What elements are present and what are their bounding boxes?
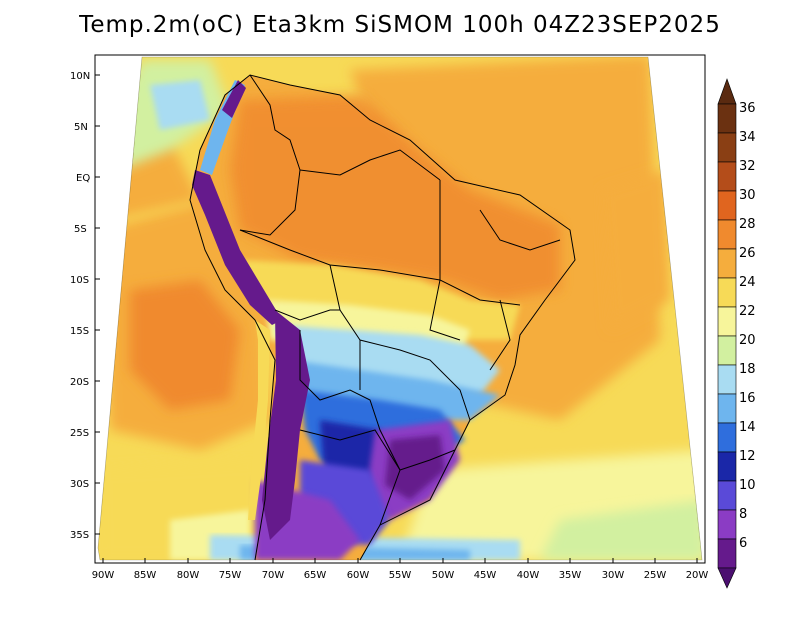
lat-label: 10S bbox=[70, 275, 89, 286]
temperature-field bbox=[98, 57, 702, 560]
lon-label: 85W bbox=[134, 570, 157, 581]
lon-label: 50W bbox=[432, 570, 455, 581]
legend-top-cap bbox=[717, 78, 737, 105]
lon-label: 65W bbox=[304, 570, 327, 581]
lat-label: 30S bbox=[70, 479, 89, 490]
lon-label: 40W bbox=[517, 570, 540, 581]
legend-swatch bbox=[717, 335, 737, 366]
legend-swatch bbox=[717, 277, 737, 308]
legend-label: 16 bbox=[739, 391, 756, 406]
plot-border bbox=[94, 54, 706, 564]
legend-swatch bbox=[717, 219, 737, 250]
lon-label: 35W bbox=[559, 570, 582, 581]
lat-label: 15S bbox=[70, 326, 89, 337]
legend-swatch bbox=[717, 451, 737, 482]
legend-swatch bbox=[717, 161, 737, 192]
lon-label: 70W bbox=[262, 570, 285, 581]
legend-swatch bbox=[717, 248, 737, 279]
legend-label: 14 bbox=[739, 420, 756, 435]
legend-label: 12 bbox=[739, 449, 756, 464]
lon-label: 20W bbox=[686, 570, 709, 581]
lat-label: 25S bbox=[70, 428, 89, 439]
map-title: Temp.2m(oC) Eta3km SiSMOM 100h 04Z23SEP2… bbox=[79, 12, 721, 38]
legend-swatch bbox=[717, 480, 737, 511]
lon-label: 90W bbox=[92, 570, 115, 581]
legend-label: 18 bbox=[739, 362, 756, 377]
legend-label: 36 bbox=[739, 101, 756, 116]
legend-swatch bbox=[717, 538, 737, 569]
legend-label: 22 bbox=[739, 304, 756, 319]
legend-label: 6 bbox=[739, 536, 747, 551]
lon-label: 80W bbox=[177, 570, 200, 581]
lat-label: EQ bbox=[76, 173, 90, 184]
legend-label: 34 bbox=[739, 130, 756, 145]
legend-bottom-cap bbox=[717, 567, 737, 589]
lon-label: 60W bbox=[347, 570, 370, 581]
legend-swatch bbox=[717, 364, 737, 395]
legend-label: 20 bbox=[739, 333, 756, 348]
legend-swatch bbox=[717, 509, 737, 540]
color-legend: 36 34 32 30 28 26 24 22 20 18 16 14 12 10 8 6 bbox=[717, 78, 756, 589]
legend-label: 28 bbox=[739, 217, 756, 232]
legend-swatch bbox=[717, 103, 737, 134]
legend-label: 8 bbox=[739, 507, 747, 522]
lat-label: 5N bbox=[74, 122, 88, 133]
legend-label: 30 bbox=[739, 188, 756, 203]
legend-swatch bbox=[717, 132, 737, 163]
legend-swatch bbox=[717, 422, 737, 453]
legend-label: 10 bbox=[739, 478, 756, 493]
lon-label: 30W bbox=[602, 570, 625, 581]
legend-label: 26 bbox=[739, 246, 756, 261]
legend-label: 24 bbox=[739, 275, 756, 290]
lon-label: 55W bbox=[389, 570, 412, 581]
legend-swatch bbox=[717, 393, 737, 424]
legend-swatch bbox=[717, 190, 737, 221]
lat-label: 20S bbox=[70, 377, 89, 388]
lon-label: 25W bbox=[644, 570, 667, 581]
legend-label: 32 bbox=[739, 159, 756, 174]
lat-label: 5S bbox=[74, 224, 87, 235]
lat-axis: 10N 5N EQ 5S 10S 15S 20S 25S 30S 35S bbox=[70, 71, 90, 541]
legend-swatch bbox=[717, 306, 737, 337]
lat-label: 35S bbox=[70, 530, 89, 541]
boundaries bbox=[189, 74, 576, 561]
lon-axis: 90W 85W 80W 75W 70W 65W 60W 55W 50W 45W … bbox=[92, 570, 709, 581]
lat-label: 10N bbox=[70, 71, 90, 82]
lon-label: 75W bbox=[219, 570, 242, 581]
lon-label: 45W bbox=[474, 570, 497, 581]
